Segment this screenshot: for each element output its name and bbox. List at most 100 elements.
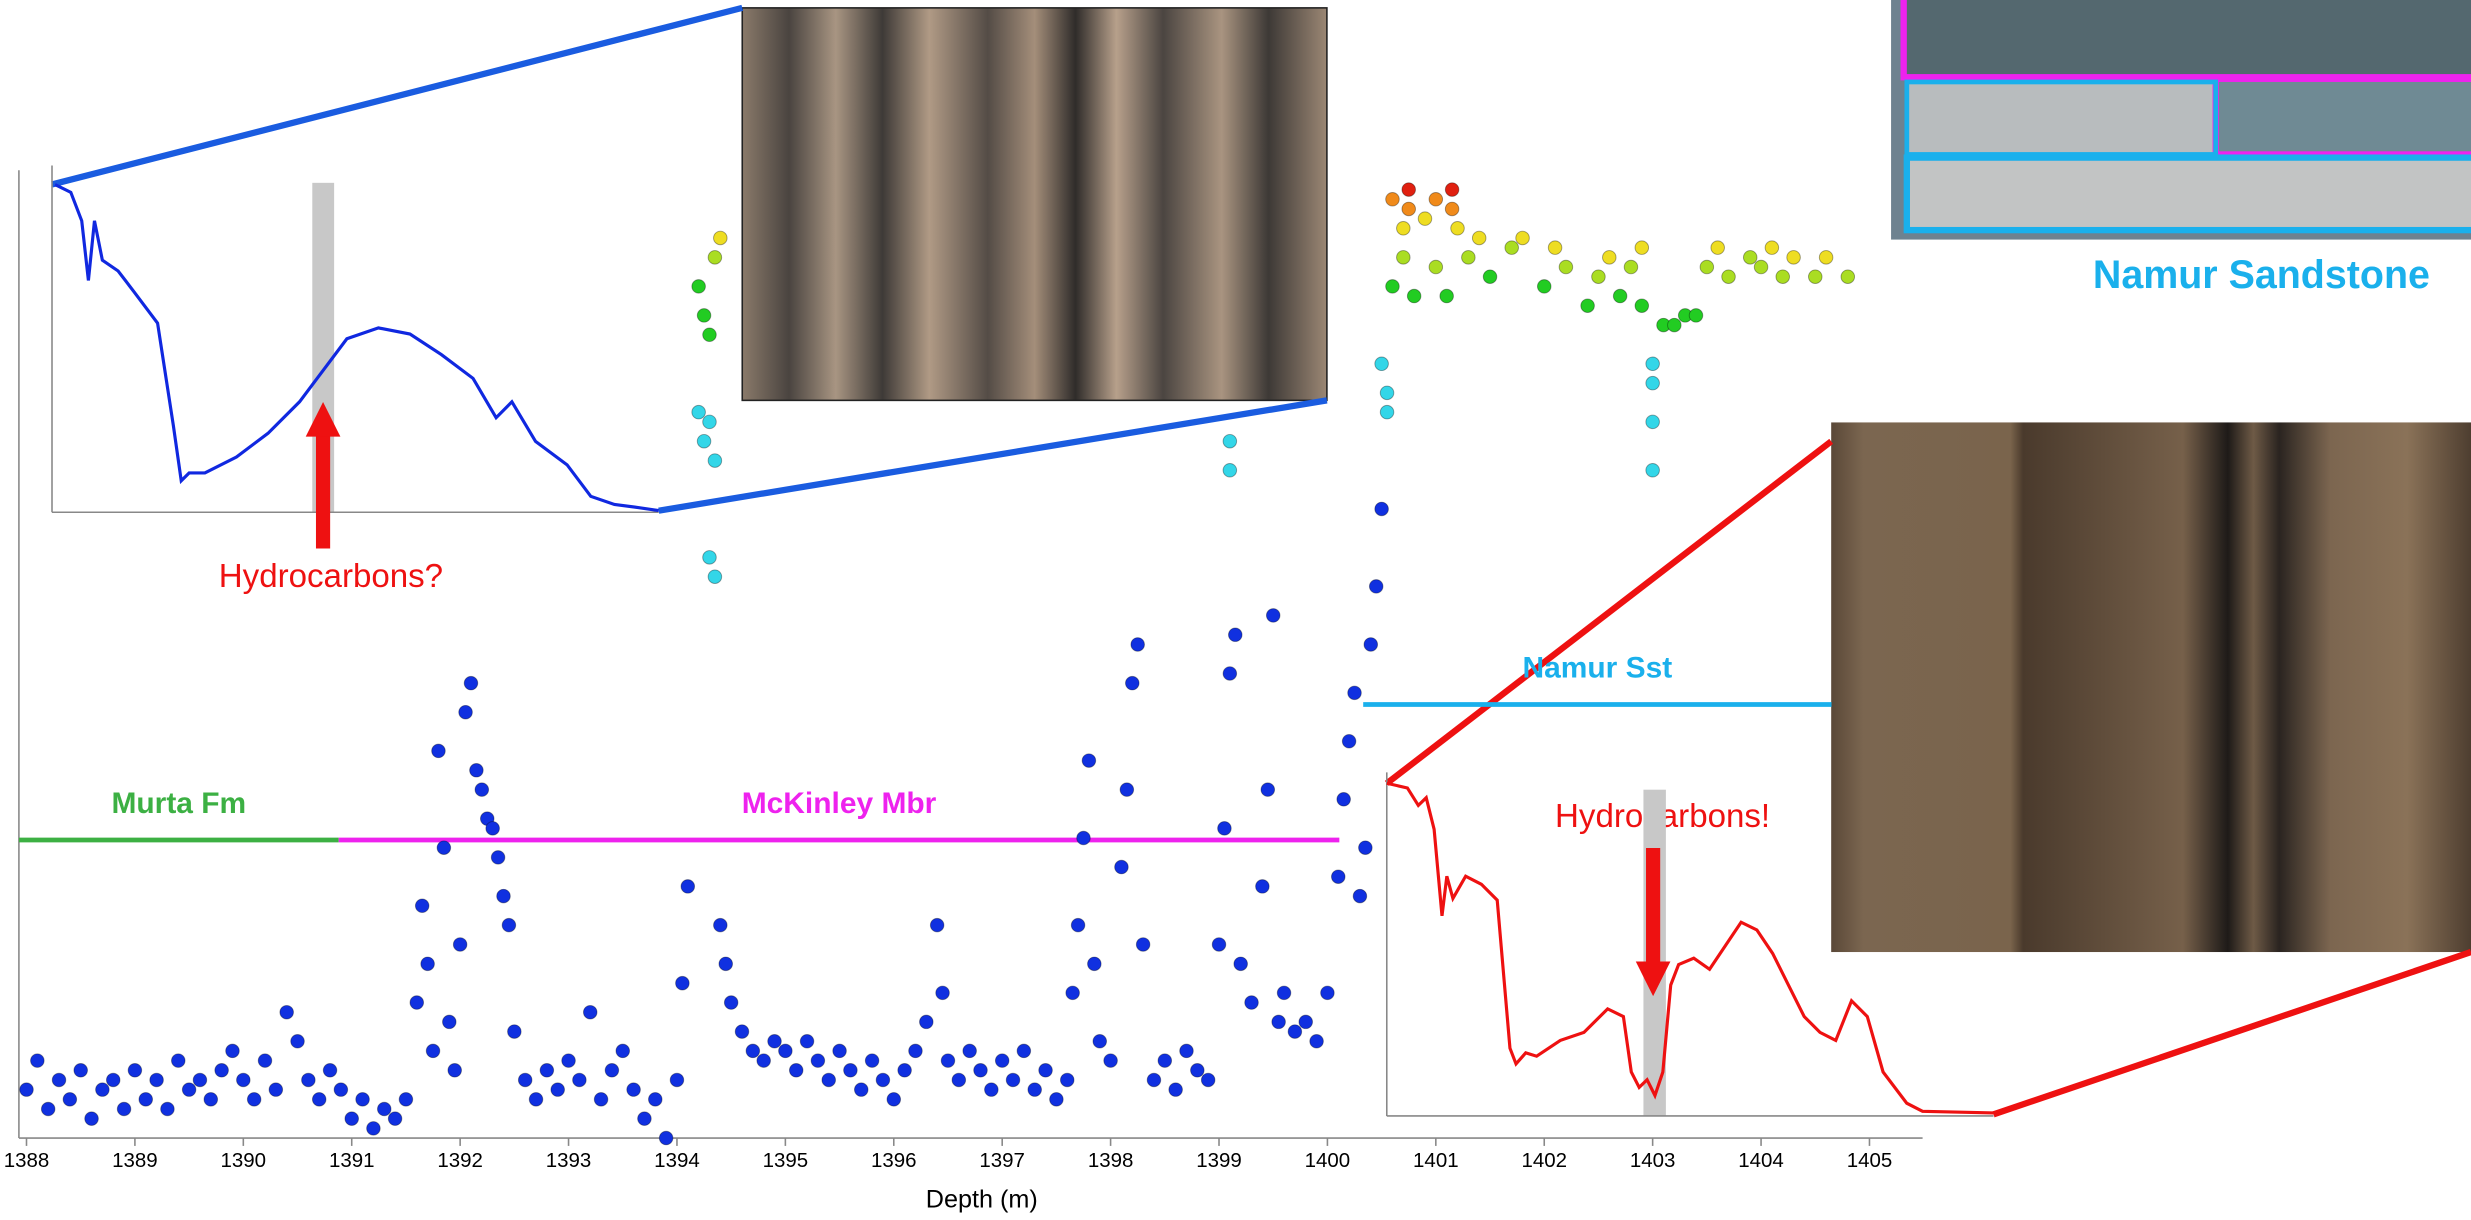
- x-tick-label: 1397: [979, 1149, 1025, 1172]
- data-point: [723, 995, 739, 1010]
- x-tick-label: 1401: [1413, 1149, 1459, 1172]
- data-point: [1764, 240, 1780, 255]
- data-point: [447, 1063, 462, 1078]
- data-point: [1710, 240, 1725, 255]
- data-point: [496, 888, 511, 904]
- data-point: [290, 1034, 305, 1049]
- data-point: [1406, 288, 1422, 304]
- series: [1401, 182, 1460, 197]
- data-point: [1276, 985, 1292, 1001]
- data-point: [1211, 937, 1227, 952]
- data-point: [973, 1063, 988, 1078]
- namur-sandstone-label: Namur Sandstone: [2093, 253, 2430, 297]
- data-point: [1385, 279, 1400, 294]
- data-point: [51, 1072, 67, 1088]
- data-point: [626, 1082, 641, 1097]
- data-point: [756, 1053, 771, 1068]
- data-point: [1417, 211, 1433, 226]
- data-point: [875, 1072, 891, 1088]
- data-point: [637, 1111, 652, 1126]
- data-point: [1591, 269, 1606, 284]
- data-point: [62, 1092, 78, 1107]
- data-point: [788, 1063, 804, 1078]
- data-point: [1401, 182, 1416, 197]
- data-point: [702, 550, 717, 565]
- x-tick-label: 1399: [1196, 1149, 1242, 1172]
- data-point: [1699, 259, 1715, 275]
- arrow-head: [305, 401, 341, 437]
- data-point: [431, 743, 446, 759]
- data-point: [1255, 879, 1270, 894]
- data-point: [707, 250, 723, 265]
- data-point: [214, 1063, 229, 1078]
- data-point: [1228, 627, 1243, 643]
- data-point: [1368, 579, 1384, 594]
- data-point: [1200, 1072, 1216, 1088]
- data-point: [203, 1092, 219, 1107]
- data-point: [344, 1111, 359, 1126]
- data-point: [463, 675, 479, 691]
- data-point: [1645, 375, 1660, 391]
- data-point: [1309, 1034, 1324, 1049]
- series: [713, 211, 1834, 265]
- data-point: [485, 821, 500, 836]
- data-point: [1396, 250, 1411, 265]
- data-point: [1049, 1092, 1064, 1107]
- series: [1385, 192, 1460, 217]
- data-point: [1005, 1072, 1021, 1088]
- data-point: [935, 985, 950, 1001]
- data-point: [778, 1043, 793, 1059]
- data-point: [1076, 830, 1091, 846]
- data-point: [669, 1072, 685, 1088]
- data-point: [1157, 1053, 1173, 1068]
- data-point: [680, 879, 696, 894]
- data-point: [1347, 685, 1362, 701]
- data-point: [409, 995, 425, 1010]
- data-point: [127, 1063, 143, 1078]
- data-point: [1265, 608, 1281, 623]
- data-point: [30, 1053, 45, 1068]
- data-point: [1753, 259, 1769, 275]
- data-point: [1222, 666, 1238, 681]
- data-point: [387, 1111, 403, 1126]
- data-point: [528, 1092, 544, 1107]
- series: [691, 269, 1704, 343]
- data-point: [919, 1014, 934, 1030]
- data-point: [225, 1043, 240, 1059]
- data-point: [1623, 259, 1639, 275]
- x-tick-label: 1393: [546, 1149, 592, 1172]
- data-point: [322, 1063, 338, 1078]
- formation-label: McKinley Mbr: [742, 787, 937, 820]
- x-tick-label: 1389: [112, 1149, 158, 1172]
- x-tick-label: 1402: [1521, 1149, 1567, 1172]
- data-point: [745, 1043, 761, 1059]
- data-point: [951, 1072, 967, 1088]
- data-point: [1059, 1072, 1075, 1088]
- data-point: [940, 1053, 956, 1068]
- x-tick-label: 1398: [1088, 1149, 1134, 1172]
- data-point: [1298, 1014, 1313, 1030]
- data-point: [658, 1130, 674, 1146]
- data-point: [1374, 501, 1389, 517]
- spectrum-line: [1386, 781, 1994, 1115]
- data-point: [311, 1092, 327, 1107]
- data-point: [1119, 782, 1135, 797]
- data-point: [1260, 782, 1276, 797]
- data-point: [1087, 956, 1102, 972]
- x-tick-label: 1400: [1305, 1149, 1351, 1172]
- data-point: [84, 1111, 99, 1126]
- data-point: [1352, 888, 1368, 904]
- data-point: [691, 404, 706, 420]
- data-point: [767, 1034, 782, 1049]
- data-point: [192, 1072, 208, 1088]
- data-point: [691, 279, 706, 294]
- data-point: [160, 1101, 175, 1117]
- x-axis-label: Depth (m): [926, 1186, 1038, 1214]
- data-point: [1667, 317, 1682, 333]
- data-point: [105, 1072, 121, 1088]
- data-point: [734, 1024, 750, 1039]
- data-point: [1092, 1034, 1108, 1049]
- data-point: [1374, 356, 1389, 372]
- x-tick-label: 1388: [4, 1149, 50, 1172]
